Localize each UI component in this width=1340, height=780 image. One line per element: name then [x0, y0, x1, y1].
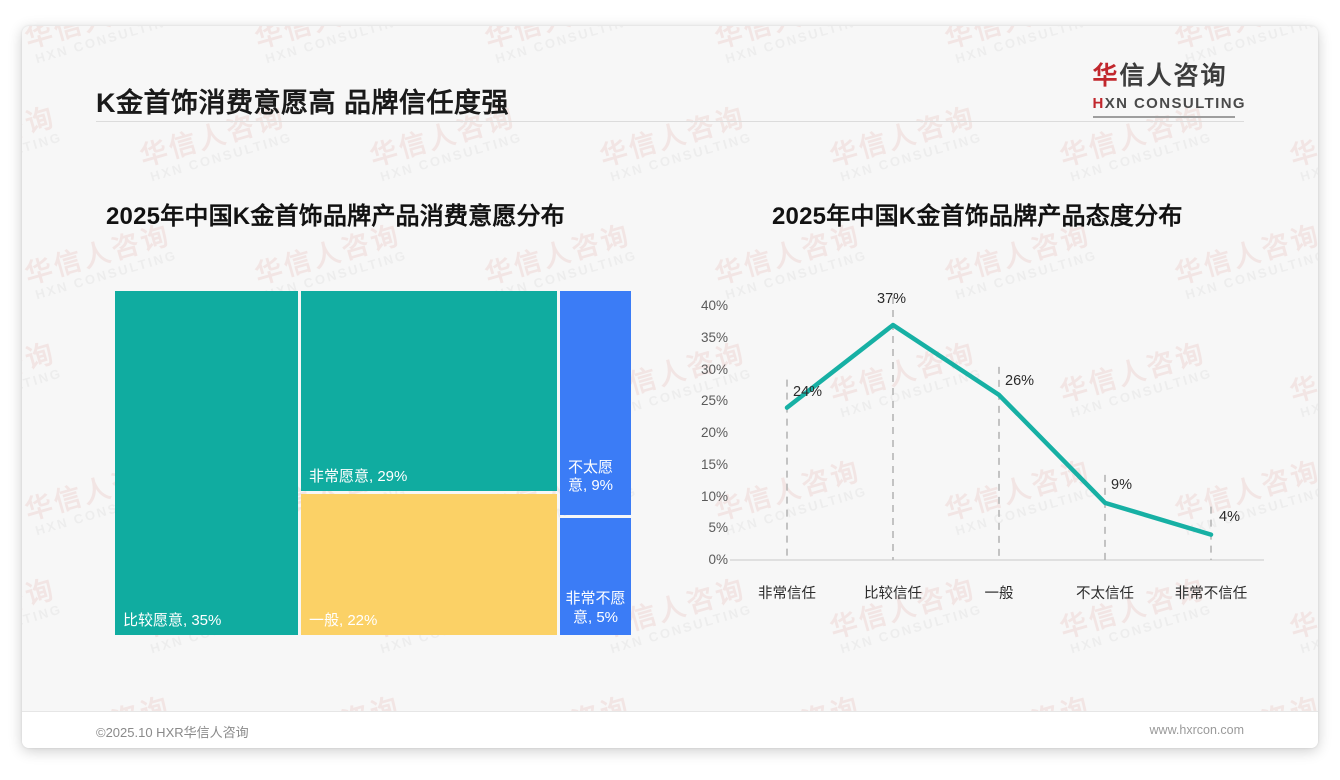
footer-website: www.hxrcon.com: [1149, 723, 1244, 737]
y-axis: 40% 35% 30% 25% 20% 15% 10% 5% 0%: [672, 288, 728, 618]
data-point-label: 37%: [877, 291, 907, 308]
x-axis-category-label: 一般: [984, 586, 1014, 602]
x-axis-category-label: 不太信任: [1076, 586, 1134, 602]
treemap-cell[interactable]: 不太愿意, 9%: [560, 291, 631, 515]
x-axis-category-label: 非常不信任: [1174, 586, 1248, 602]
logo-cn-dark: 信人咨询: [1119, 62, 1228, 90]
x-axis-category-label: 比较信任: [864, 586, 922, 602]
data-point-label: 26%: [1005, 372, 1035, 389]
logo-en-dark: XN CONSULTING: [1104, 95, 1246, 112]
treemap-chart: 比较愿意, 35% 非常愿意, 29% 一般, 22% 不太愿意, 9% 非常不愿意, …: [115, 291, 631, 635]
data-point-label: 24%: [793, 383, 823, 400]
treemap-cell-label: 比较愿意, 35%: [123, 611, 222, 629]
logo-cn-red: 华: [1092, 62, 1120, 90]
logo-underline: [1092, 116, 1235, 118]
left-chart-title: 2025年中国K金首饰品牌产品消费意愿分布: [106, 203, 565, 230]
logo-en-red: H: [1092, 95, 1105, 112]
slide-header: K金首饰消费意愿高 品牌信任度强 华信人咨询 HXN CONSULTING: [22, 26, 1318, 122]
line-chart-plot: [730, 297, 1264, 561]
y-axis-tick-label: 15%: [700, 456, 728, 472]
treemap-cell-label: 非常愿意, 29%: [309, 467, 408, 485]
line-chart: 40% 35% 30% 25% 20% 15% 10% 5% 0% 24% 37% 26% 9% 4% 非常…: [672, 288, 1282, 618]
y-axis-tick-label: 20%: [700, 425, 728, 440]
logo-english: HXN CONSULTING: [1093, 96, 1247, 111]
data-series-line[interactable]: [784, 322, 1214, 537]
page-title: K金首饰消费意愿高 品牌信任度强: [96, 88, 509, 118]
treemap-cell-label: 一般, 22%: [309, 611, 378, 629]
treemap-cell[interactable]: 一般, 22%: [301, 494, 557, 635]
data-point-label: 4%: [1219, 508, 1240, 525]
y-axis-tick-label: 10%: [700, 488, 728, 504]
brand-logo: 华信人咨询 HXN CONSULTING: [1092, 64, 1247, 118]
treemap-cell-label: 非常不愿意, 5%: [565, 590, 626, 626]
y-axis-tick-label: 5%: [708, 520, 728, 536]
slide-footer: ©2025.10 HXR华信人咨询 www.hxrcon.com: [22, 711, 1318, 748]
data-point-label: 9%: [1111, 476, 1132, 493]
treemap-cell-label: 不太愿意, 9%: [568, 459, 614, 495]
y-axis-tick-label: 0%: [708, 552, 728, 567]
header-divider: [96, 121, 1244, 122]
logo-chinese: 华信人咨询: [1093, 64, 1247, 89]
right-chart-title: 2025年中国K金首饰品牌产品态度分布: [772, 203, 1183, 230]
y-axis-tick-label: 35%: [700, 329, 728, 345]
y-axis-tick-label: 40%: [700, 298, 728, 313]
x-axis-category-label: 非常信任: [758, 586, 816, 602]
treemap-cell[interactable]: 比较愿意, 35%: [115, 291, 298, 635]
treemap-cell[interactable]: 非常不愿意, 5%: [560, 518, 631, 635]
treemap-cell[interactable]: 非常愿意, 29%: [301, 291, 557, 491]
footer-copyright: ©2025.10 HXR华信人咨询: [96, 725, 249, 740]
y-axis-tick-label: 30%: [700, 361, 728, 377]
y-axis-tick-label: 25%: [700, 393, 728, 409]
